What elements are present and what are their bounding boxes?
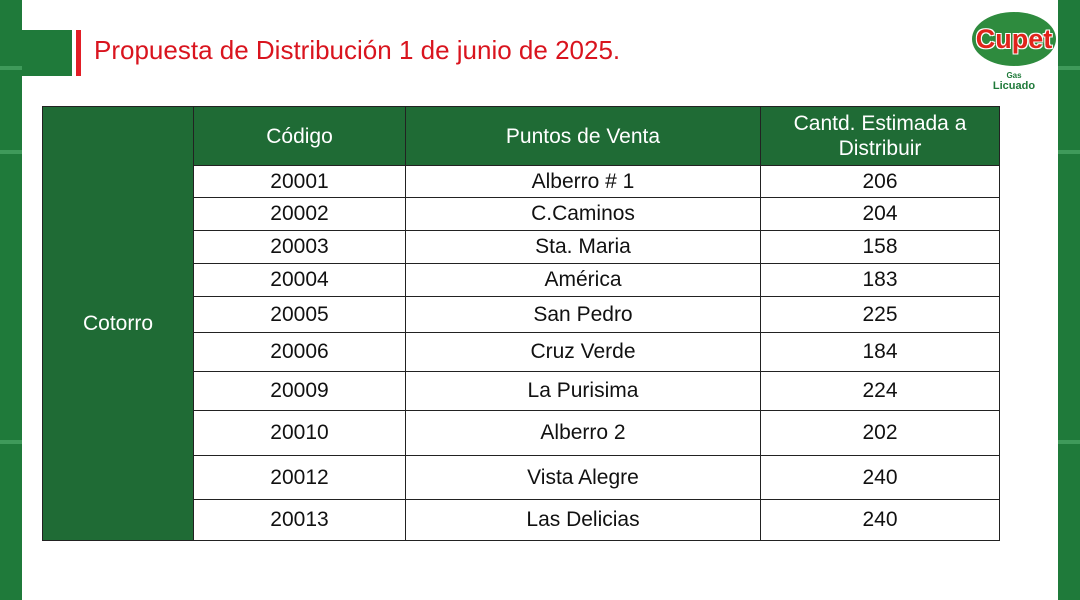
- cell-name: Las Delicias: [405, 499, 761, 541]
- cell-code: 20002: [193, 197, 406, 231]
- cell-qty: 225: [760, 296, 1000, 333]
- cell-code: 20004: [193, 263, 406, 297]
- cell-name: Cruz Verde: [405, 332, 761, 372]
- table-row: 20001 Alberro # 1 206: [43, 165, 1000, 198]
- logo-subtitle-gas: Gas: [1006, 71, 1022, 80]
- cell-qty: 158: [760, 230, 1000, 264]
- cell-code: 20001: [193, 165, 406, 198]
- cell-qty: 240: [760, 455, 1000, 500]
- cell-name: C.Caminos: [405, 197, 761, 231]
- cell-name: La Purisima: [405, 371, 761, 411]
- table-row: 20004 América 183: [43, 263, 1000, 297]
- cell-code: 20003: [193, 230, 406, 264]
- header-code: Código: [193, 106, 406, 166]
- cell-code: 20006: [193, 332, 406, 372]
- left-border-strip: [0, 0, 22, 600]
- cell-name: Sta. Maria: [405, 230, 761, 264]
- cell-name: Alberro 2: [405, 410, 761, 456]
- table-row: 20005 San Pedro 225: [43, 296, 1000, 333]
- cell-qty: 204: [760, 197, 1000, 231]
- distribution-table: Cotorro Código Puntos de Venta Cantd. Es…: [42, 106, 1000, 541]
- cell-name: América: [405, 263, 761, 297]
- right-border-strip: [1058, 0, 1080, 600]
- distribution-table-wrapper: Cotorro Código Puntos de Venta Cantd. Es…: [42, 106, 1000, 541]
- table-row: 20010 Alberro 2 202: [43, 410, 1000, 456]
- cell-code: 20012: [193, 455, 406, 500]
- table-row: 20006 Cruz Verde 184: [43, 332, 1000, 372]
- cell-qty: 183: [760, 263, 1000, 297]
- page-title: Propuesta de Distribución 1 de junio de …: [94, 35, 621, 65]
- logo-oval-icon: [972, 12, 1056, 66]
- header-qty-line1: Cantd. Estimada a: [793, 112, 967, 135]
- cell-code: 20010: [193, 410, 406, 456]
- table-row: 20002 C.Caminos 204: [43, 197, 1000, 231]
- cell-qty: 240: [760, 499, 1000, 541]
- table-row: 20009 La Purisima 224: [43, 371, 1000, 411]
- cell-name: Alberro # 1: [405, 165, 761, 198]
- cell-name: San Pedro: [405, 296, 761, 333]
- table-row: 20013 Las Delicias 240: [43, 499, 1000, 541]
- logo-subtitle-licuado: Licuado: [992, 80, 1036, 92]
- cell-qty: 206: [760, 165, 1000, 198]
- table-header-row: Cotorro Código Puntos de Venta Cantd. Es…: [42, 106, 1000, 541]
- cell-name: Vista Alegre: [405, 455, 761, 500]
- cell-code: 20013: [193, 499, 406, 541]
- cell-qty: 202: [760, 410, 1000, 456]
- logo-brand: Cupet: [975, 24, 1053, 54]
- cell-qty: 224: [760, 371, 1000, 411]
- cupet-logo: Cupet Gas Licuado: [968, 10, 1060, 96]
- group-cell: Cotorro: [42, 106, 194, 541]
- header-qty-line2: Distribuir: [838, 137, 922, 160]
- header-name: Puntos de Venta: [405, 106, 761, 166]
- cell-qty: 184: [760, 332, 1000, 372]
- title-red-accent: [76, 30, 81, 76]
- header-qty: Cantd. Estimada a Distribuir: [760, 106, 1000, 166]
- title-green-block: [22, 30, 72, 76]
- cell-code: 20005: [193, 296, 406, 333]
- cell-code: 20009: [193, 371, 406, 411]
- table-row: 20003 Sta. Maria 158: [43, 230, 1000, 264]
